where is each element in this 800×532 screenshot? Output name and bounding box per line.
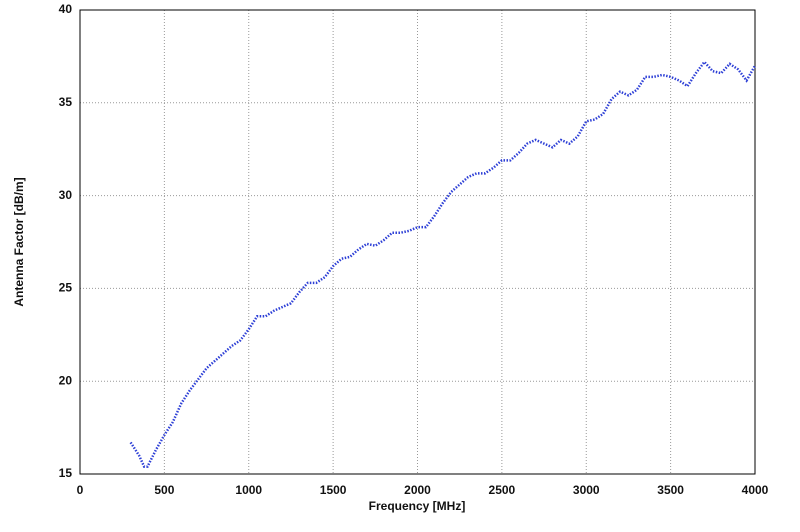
y-tick-label: 30 xyxy=(59,188,73,202)
x-tick-label: 4000 xyxy=(742,483,769,497)
x-tick-label: 1000 xyxy=(235,483,262,497)
y-tick-label: 40 xyxy=(59,2,73,16)
x-tick-label: 500 xyxy=(154,483,174,497)
x-tick-label: 0 xyxy=(77,483,84,497)
x-tick-label: 1500 xyxy=(320,483,347,497)
y-axis-label: Antenna Factor [dB/m] xyxy=(12,177,26,306)
x-axis-label: Frequency [MHz] xyxy=(369,499,466,513)
x-tick-label: 2000 xyxy=(404,483,431,497)
y-tick-label: 15 xyxy=(59,466,73,480)
y-tick-label: 35 xyxy=(59,95,73,109)
x-tick-label: 3500 xyxy=(657,483,684,497)
y-tick-label: 25 xyxy=(59,281,73,295)
plot-frame xyxy=(79,9,756,475)
data-line xyxy=(129,60,757,468)
x-tick-label: 2500 xyxy=(489,483,516,497)
y-tick-label: 20 xyxy=(59,373,73,387)
x-tick-label: 3000 xyxy=(573,483,600,497)
